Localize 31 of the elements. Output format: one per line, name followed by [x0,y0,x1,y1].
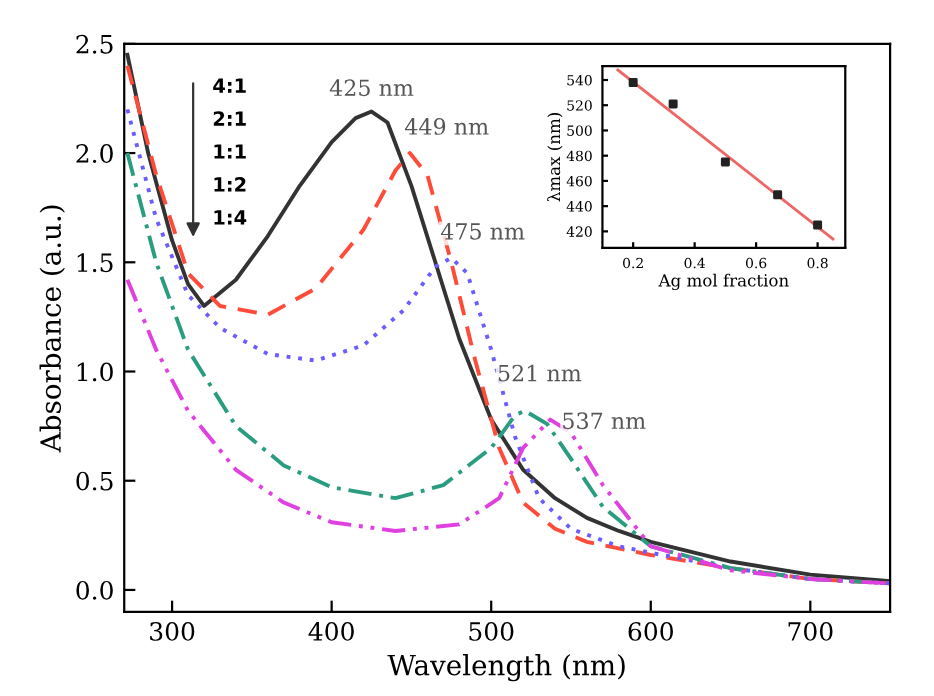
annotation: 2:1 [213,111,246,126]
point [628,78,638,88]
point [720,157,730,167]
x-tick-label: 400 [308,621,354,641]
point [773,190,783,200]
x-axis-title: Wavelength (nm) [387,654,625,682]
y-tick-label: 0.5 [76,471,113,491]
annotation: 521 nm [498,364,582,382]
annotation: 1:4 [214,210,247,225]
x-tick-label: 500 [469,621,514,641]
y-tick-label: 2.5 [76,34,113,54]
annotation: 475 nm [440,222,525,240]
y-tick-label: 1.5 [77,253,113,273]
point [813,220,823,230]
point [668,99,678,109]
x-tick-label: 600 [628,621,673,641]
y-tick-label: 2.0 [76,144,113,163]
annotation: 1:2 [214,177,246,192]
annotation: 425 nm [329,79,414,97]
annotation: 449 nm [404,118,489,135]
y-axis-title: Absorbance (a.u.) [39,205,65,453]
x-axis-title: Ag mol fraction [658,273,789,291]
y-tick-label: 1.0 [77,362,113,382]
annotation: 537 nm [563,412,646,430]
y-tick-label: 0.0 [76,580,113,600]
x-tick-label: 700 [788,621,833,641]
annotation: 1:1 [214,144,246,159]
annotation: 4:1 [213,78,246,93]
line-series [125,277,891,586]
x-tick-label: 300 [150,621,195,641]
y-axis-title: λmax (nm) [547,112,563,202]
